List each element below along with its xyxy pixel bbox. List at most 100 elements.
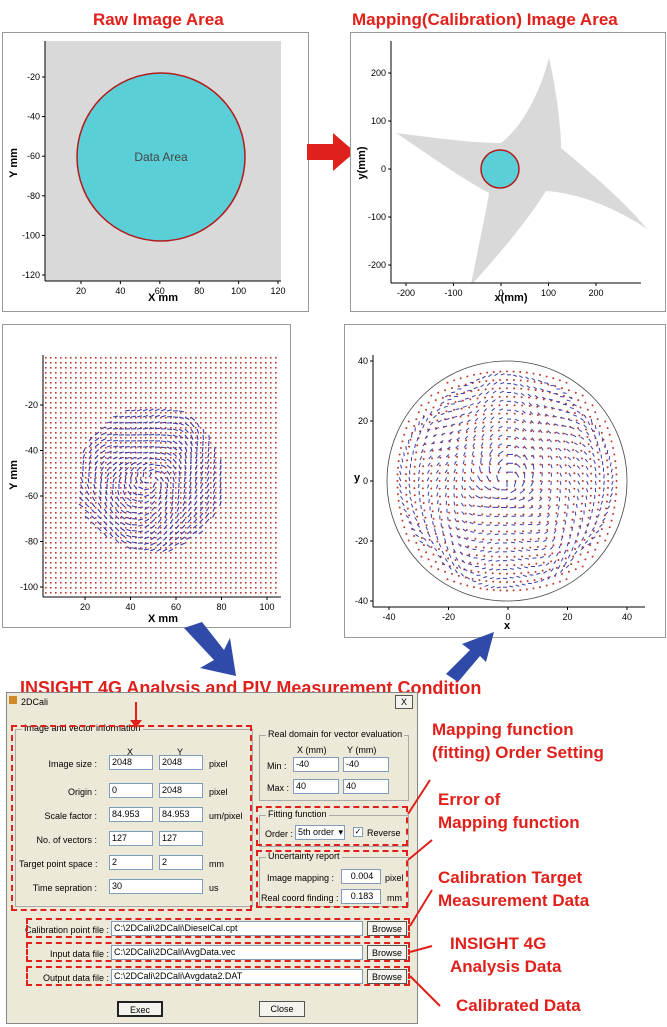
grid-dot — [140, 372, 142, 374]
grid-dot — [548, 488, 551, 491]
vector — [200, 482, 204, 488]
grid-dot — [120, 372, 122, 374]
grid-dot — [522, 521, 525, 524]
max-x-input[interactable]: 40 — [293, 779, 339, 794]
vector — [160, 446, 167, 449]
time-input[interactable]: 30 — [109, 879, 203, 894]
grid-dot — [448, 511, 451, 514]
vector — [468, 411, 473, 415]
mapping-order-line1: Mapping function — [432, 720, 574, 739]
grid-dot — [155, 437, 157, 439]
grid-dot — [75, 417, 77, 419]
grid-dot — [513, 564, 516, 567]
vector — [594, 473, 597, 479]
grid-dot — [215, 407, 217, 409]
grid-dot — [529, 538, 532, 541]
grid-dot — [255, 532, 257, 534]
vector — [510, 489, 517, 494]
vector — [577, 473, 581, 477]
vector — [441, 561, 446, 566]
grid-dot — [165, 472, 167, 474]
grid-dot — [175, 557, 177, 559]
row-y-input[interactable]: 2048 — [159, 783, 203, 798]
grid-dot — [215, 482, 217, 484]
vector — [416, 437, 419, 442]
vector — [135, 478, 138, 484]
row-x-input[interactable]: 2 — [109, 855, 153, 870]
vector — [137, 512, 144, 515]
calibration-file-input[interactable]: C:\2DCali\2DCali\DieselCal.cpt — [111, 921, 363, 936]
vector — [497, 466, 502, 473]
grid-dot — [90, 442, 92, 444]
row-y-input[interactable]: 2 — [159, 855, 203, 870]
close-button[interactable]: Close — [259, 1001, 305, 1017]
grid-dot — [190, 512, 192, 514]
vector — [136, 461, 142, 466]
mapping-order-line2: (fitting) Order Setting — [432, 743, 604, 762]
close-icon[interactable]: X — [395, 695, 413, 709]
vector — [81, 471, 84, 478]
grid-dot — [130, 592, 132, 594]
min-y-input[interactable]: -40 — [343, 757, 389, 772]
grid-dot — [265, 397, 267, 399]
vector — [445, 461, 449, 466]
row-x-input[interactable]: 127 — [109, 831, 153, 846]
grid-dot — [270, 492, 272, 494]
grid-dot — [100, 357, 102, 359]
grid-dot — [526, 380, 529, 383]
input-file-input[interactable]: C:\2DCali\2DCali\AvgData.vec — [111, 945, 363, 960]
row-x-input[interactable]: 84.953 — [109, 807, 153, 822]
row-x-input[interactable]: 2048 — [109, 755, 153, 770]
row-y-input[interactable]: 2048 — [159, 755, 203, 770]
grid-dot — [75, 467, 77, 469]
calibration-browse-button[interactable]: Browse — [367, 921, 407, 936]
grid-dot — [200, 402, 202, 404]
row-y-input[interactable]: 84.953 — [159, 807, 203, 822]
grid-dot — [155, 562, 157, 564]
grid-dot — [230, 592, 232, 594]
output-browse-button[interactable]: Browse — [367, 969, 407, 984]
grid-dot — [65, 542, 67, 544]
grid-dot — [275, 367, 277, 369]
grid-dot — [55, 402, 57, 404]
grid-dot — [185, 422, 187, 424]
grid-dot — [105, 372, 107, 374]
grid-dot — [506, 412, 508, 415]
input-browse-button[interactable]: Browse — [367, 945, 407, 960]
vector — [448, 410, 453, 413]
row-y-input[interactable]: 127 — [159, 831, 203, 846]
grid-dot — [401, 519, 404, 522]
grid-dot — [180, 402, 182, 404]
grid-dot — [437, 391, 440, 394]
exec-button[interactable]: Exec — [117, 1001, 163, 1017]
grid-dot — [447, 456, 450, 459]
grid-dot — [80, 542, 82, 544]
grid-dot — [432, 517, 435, 520]
grid-dot — [135, 427, 137, 429]
output-file-input[interactable]: C:\2DCali\2DCali\Avgdata2.DAT — [111, 969, 363, 984]
order-select[interactable]: 5th order ▾ — [295, 825, 345, 840]
vector — [85, 496, 90, 502]
max-y-input[interactable]: 40 — [343, 779, 389, 794]
grid-dot — [70, 502, 72, 504]
grid-dot — [155, 467, 157, 469]
grid-dot — [476, 562, 479, 565]
vector — [181, 518, 186, 524]
vector — [178, 458, 182, 464]
grid-dot — [70, 482, 72, 484]
min-x-input[interactable]: -40 — [293, 757, 339, 772]
grid-dot — [449, 527, 452, 530]
row-x-input[interactable]: 0 — [109, 783, 153, 798]
grid-dot — [497, 513, 500, 516]
vector — [136, 466, 141, 472]
grid-dot — [170, 377, 172, 379]
grid-dot — [115, 472, 117, 474]
grid-dot — [170, 562, 172, 564]
reverse-checkbox[interactable]: ✓ — [353, 827, 363, 837]
grid-dot — [558, 379, 561, 382]
calibrated-vector-panel: -40 -20 0 20 40 40 20 0 -20 -40 x y — [344, 324, 666, 638]
grid-dot — [95, 532, 97, 534]
grid-dot — [145, 492, 147, 494]
grid-dot — [255, 582, 257, 584]
grid-dot — [591, 404, 594, 407]
